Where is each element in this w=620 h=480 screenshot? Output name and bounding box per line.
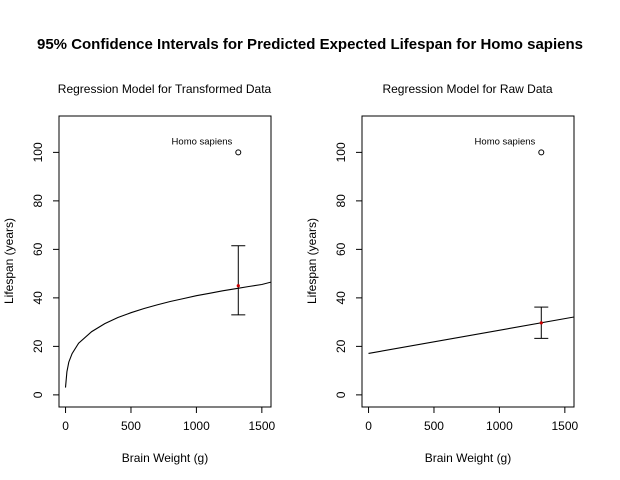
main-title: 95% Confidence Intervals for Predicted E… [37, 36, 583, 53]
x-tick-label: 500 [121, 419, 141, 433]
x-tick-label: 1000 [486, 419, 513, 433]
y-tick-label: 100 [334, 142, 348, 162]
x-tick-label: 1500 [248, 419, 275, 433]
observed-point [235, 149, 242, 156]
y-tick-label: 60 [31, 242, 45, 256]
x-tick-label: 0 [62, 419, 69, 433]
fit-line [368, 316, 574, 354]
x-tick-label: 0 [365, 419, 372, 433]
x-tick-label: 1000 [183, 419, 210, 433]
panel-transformed: Regression Model for Transformed Data Br… [2, 82, 276, 465]
y-tick-label: 0 [31, 391, 45, 398]
plot-marks [53, 149, 271, 413]
panel-title: Regression Model for Transformed Data [58, 82, 272, 96]
predicted-point [236, 284, 240, 288]
y-tick-label: 100 [31, 142, 45, 162]
point-annotation: Homo sapiens [475, 136, 536, 147]
y-tick-label: 0 [334, 391, 348, 398]
panel-title: Regression Model for Raw Data [382, 82, 552, 96]
predicted-point [539, 321, 543, 325]
y-tick-label: 40 [334, 291, 348, 305]
y-tick-label: 60 [334, 242, 348, 256]
x-axis-label: Brain Weight (g) [122, 451, 208, 465]
y-tick-label: 20 [31, 339, 45, 353]
plot-frame [58, 115, 272, 408]
observed-point [538, 149, 545, 156]
plot-frame [361, 115, 575, 408]
y-tick-label: 80 [31, 194, 45, 208]
x-tick-label: 500 [424, 419, 444, 433]
fit-line [64, 281, 271, 388]
plot-marks [356, 149, 574, 413]
y-tick-label: 40 [31, 291, 45, 305]
x-axis-label: Brain Weight (g) [425, 451, 511, 465]
panel-raw: Regression Model for Raw Data Brain Weig… [305, 82, 579, 465]
point-annotation: Homo sapiens [172, 136, 233, 147]
y-tick-label: 20 [334, 339, 348, 353]
y-tick-label: 80 [334, 194, 348, 208]
x-tick-label: 1500 [551, 419, 578, 433]
y-axis-label: Lifespan (years) [2, 218, 16, 304]
y-axis-label: Lifespan (years) [305, 218, 319, 304]
